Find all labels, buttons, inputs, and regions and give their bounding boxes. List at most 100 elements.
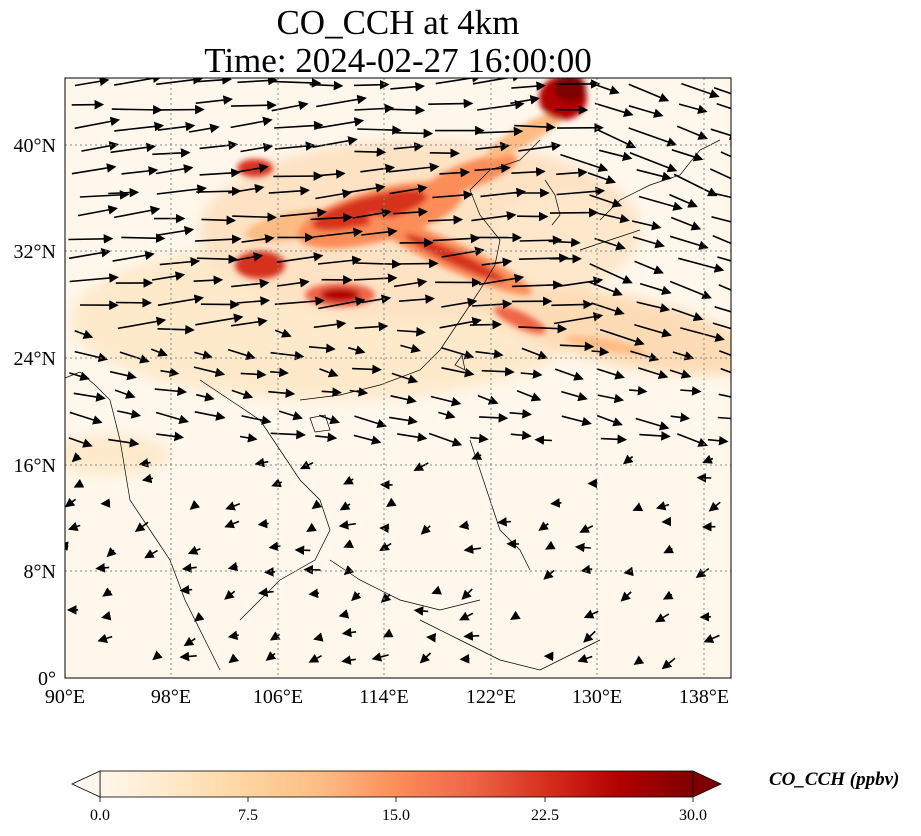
colorbar-tick: 0.0 xyxy=(90,807,110,824)
wind-arrow xyxy=(354,415,387,429)
wind-arrow xyxy=(97,633,113,643)
wind-arrow xyxy=(661,657,676,670)
concentration-field xyxy=(65,78,731,678)
wind-arrow xyxy=(117,316,167,330)
wind-arrow xyxy=(388,162,440,173)
wind-arrow xyxy=(138,458,151,468)
wind-arrow xyxy=(628,105,664,118)
wind-arrow xyxy=(224,519,240,529)
lon-tick: 130°E xyxy=(572,686,622,708)
wind-arrow xyxy=(428,98,474,109)
wind-arrow xyxy=(160,367,180,377)
wind-arrow xyxy=(106,547,117,558)
wind-arrow xyxy=(550,498,562,508)
wind-arrow xyxy=(669,193,698,208)
wind-arrow xyxy=(589,194,623,208)
wind-arrow xyxy=(274,328,292,338)
wind-arrow xyxy=(589,82,620,95)
wind-arrow xyxy=(695,567,710,579)
wind-arrow xyxy=(111,105,163,115)
wind-arrow xyxy=(271,478,282,488)
wind-arrow xyxy=(477,394,499,405)
wind-arrow xyxy=(108,437,140,448)
wind-arrow xyxy=(707,435,729,446)
wind-arrow xyxy=(319,368,339,378)
wind-arrow xyxy=(556,186,606,197)
wind-arrow xyxy=(341,627,357,638)
wind-arrow xyxy=(654,613,670,623)
wind-arrow xyxy=(671,149,704,162)
wind-arrow xyxy=(622,454,634,465)
wind-arrow xyxy=(594,102,634,117)
wind-arrow xyxy=(518,323,568,334)
wind-arrow xyxy=(670,216,702,231)
wind-arrow xyxy=(100,498,111,508)
colorbar-tick: 15.0 xyxy=(382,807,410,824)
wind-arrow xyxy=(274,141,316,151)
wind-arrow xyxy=(389,184,428,195)
wind-arrow xyxy=(361,294,392,304)
wind-arrow xyxy=(662,590,674,600)
wind-arrow xyxy=(159,256,201,267)
wind-arrow xyxy=(589,263,633,284)
lon-tick: 114°E xyxy=(359,686,408,708)
wind-arrow xyxy=(74,116,121,130)
wind-arrow xyxy=(102,587,113,597)
wind-arrow xyxy=(354,147,387,157)
wind-arrow xyxy=(157,294,204,307)
wind-arrow xyxy=(315,432,338,443)
wind-arrow xyxy=(316,94,367,108)
wind-arrow xyxy=(439,167,471,178)
wind-arrow xyxy=(154,386,188,397)
wind-arrow xyxy=(458,520,470,530)
wind-arrow xyxy=(230,116,273,129)
lon-tick: 138°E xyxy=(679,686,729,708)
wind-arrow xyxy=(713,86,731,95)
wind-arrow xyxy=(225,501,241,511)
wind-arrow xyxy=(193,366,226,378)
wind-arrow xyxy=(353,434,382,445)
wind-arrow xyxy=(74,329,94,339)
wind-arrow xyxy=(718,393,731,398)
wind-arrow xyxy=(194,411,226,421)
wind-arrow xyxy=(672,351,695,361)
wind-arrow xyxy=(187,545,201,555)
wind-arrow xyxy=(321,387,342,397)
wind-arrow xyxy=(429,148,460,158)
plot-frame xyxy=(64,77,732,679)
wind-arrow xyxy=(314,169,346,179)
wind-arrow xyxy=(636,169,672,181)
colorbar-gradient xyxy=(99,770,694,798)
lat-tick: 32°N xyxy=(14,241,56,263)
wind-arrow xyxy=(594,127,637,149)
wind-arrow xyxy=(669,235,709,250)
wind-arrow xyxy=(280,207,327,218)
wind-arrow xyxy=(702,454,714,464)
lon-tick: 98°E xyxy=(151,686,191,708)
wind-arrow xyxy=(71,163,117,175)
wind-arrow xyxy=(393,142,424,152)
wind-arrow xyxy=(481,257,513,267)
wind-arrow xyxy=(712,235,731,245)
wind-vectors xyxy=(65,78,731,670)
wind-arrow xyxy=(195,313,244,326)
wind-arrow xyxy=(339,501,351,511)
wind-arrow xyxy=(179,651,197,662)
wind-arrow xyxy=(623,566,634,577)
wind-arrow xyxy=(511,81,546,91)
wind-arrow xyxy=(310,212,353,223)
wind-arrow xyxy=(69,273,119,283)
wind-arrow xyxy=(432,233,481,244)
wind-arrow xyxy=(560,153,609,173)
wind-arrow xyxy=(600,434,628,445)
wind-arrow xyxy=(230,317,268,327)
wind-arrow xyxy=(380,592,392,603)
wind-arrow xyxy=(561,415,592,427)
wind-arrow xyxy=(71,452,83,463)
wind-arrow xyxy=(470,433,489,444)
wind-arrow xyxy=(588,281,623,297)
wind-arrow xyxy=(428,432,463,447)
wind-arrow xyxy=(469,319,503,330)
wind-arrow xyxy=(629,152,678,173)
wind-arrow xyxy=(441,347,475,360)
